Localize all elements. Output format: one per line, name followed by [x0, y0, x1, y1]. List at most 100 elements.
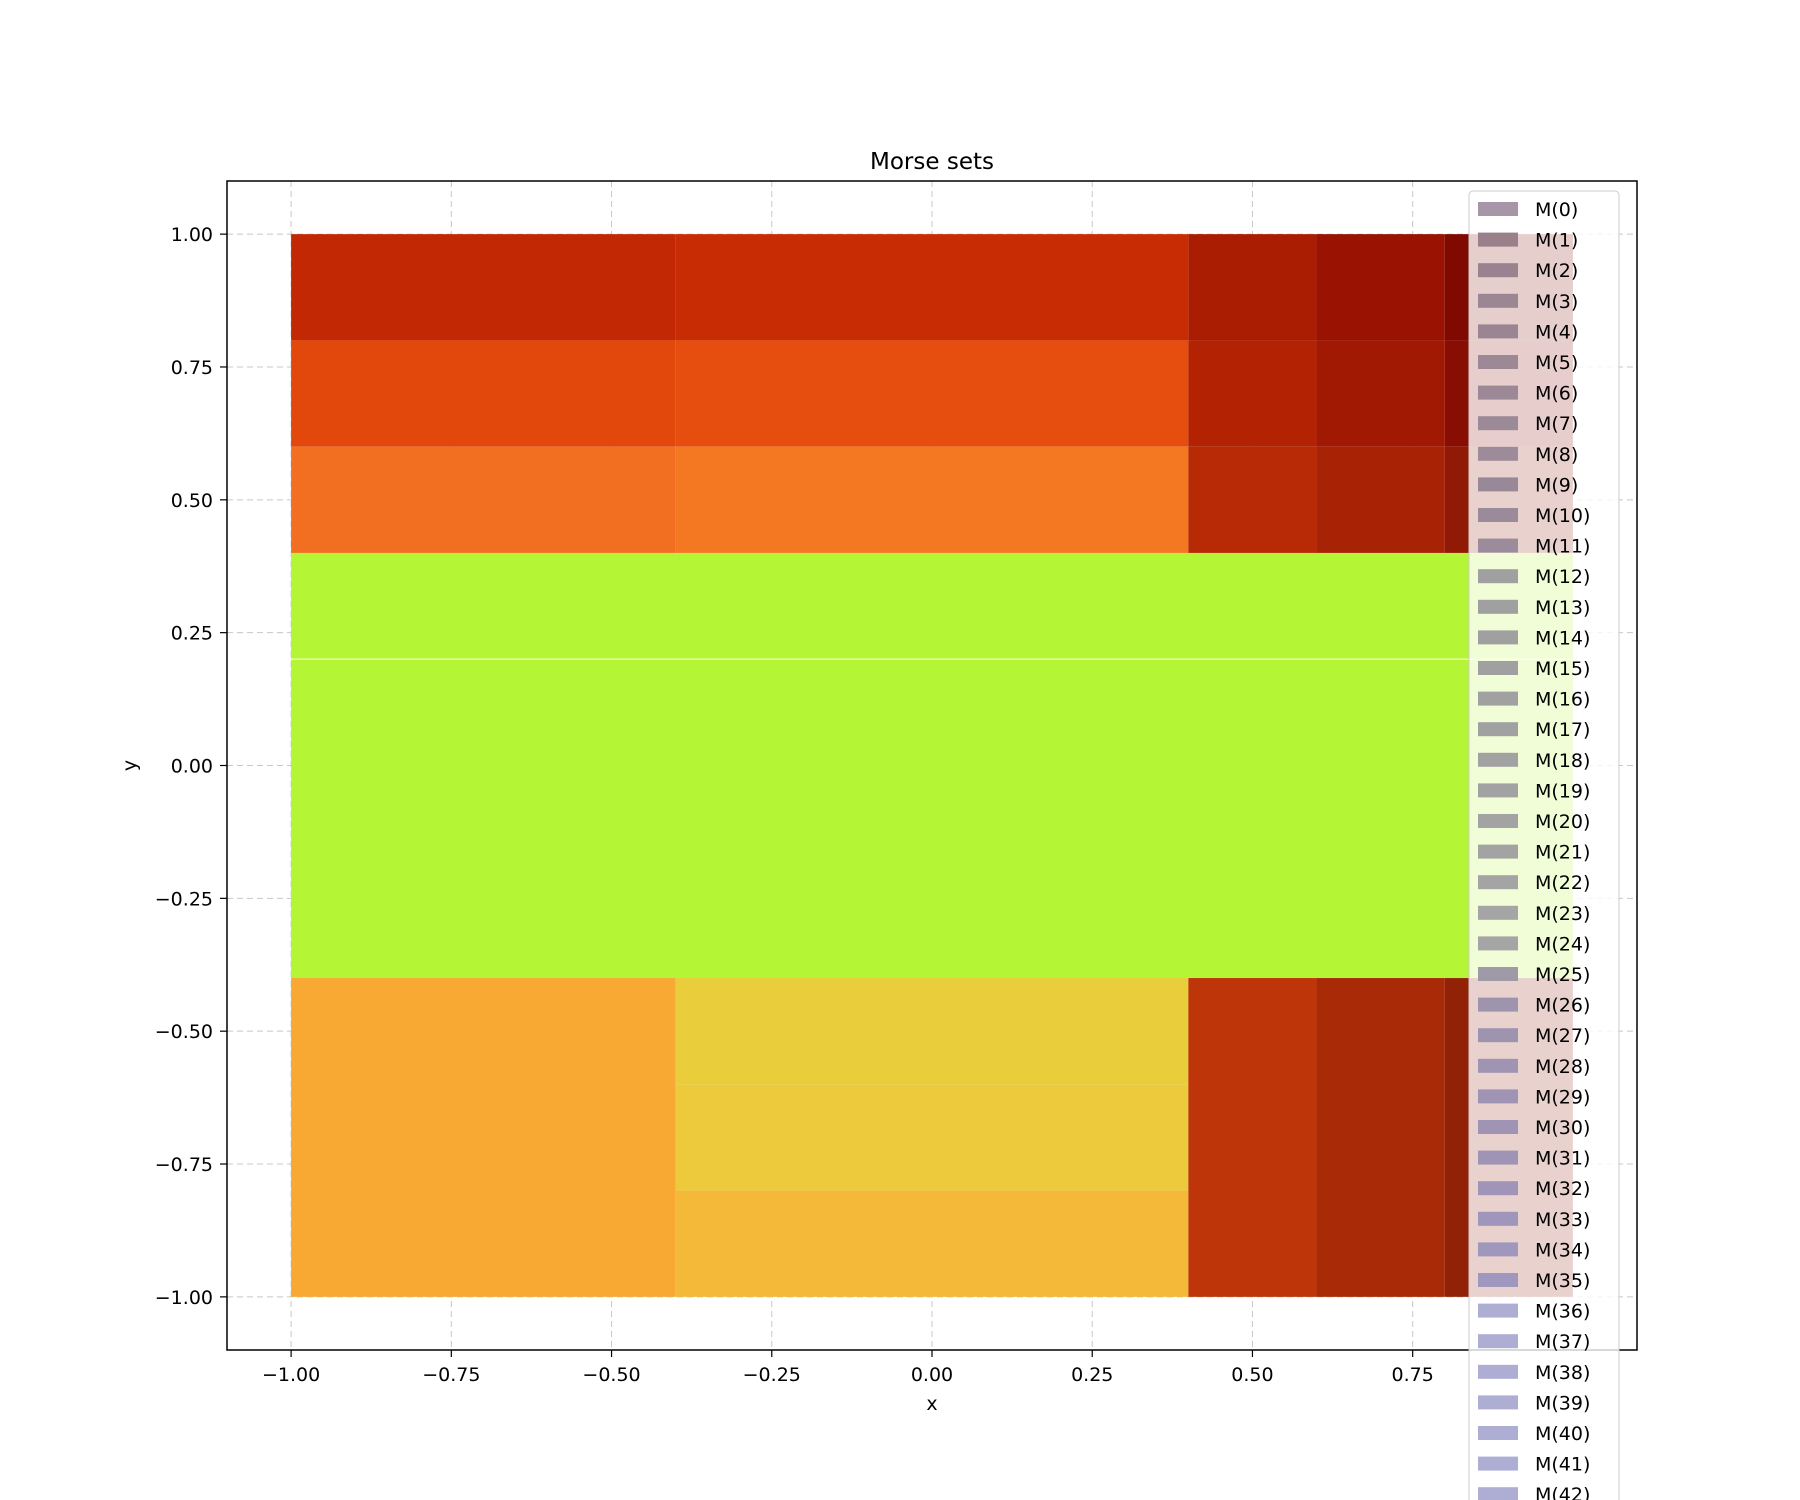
legend-label-2: M(2) — [1535, 260, 1578, 282]
legend-swatch-15 — [1478, 661, 1518, 675]
legend-label-9: M(9) — [1535, 474, 1578, 496]
morse-cell-1 — [675, 234, 1189, 341]
legend-label-33: M(33) — [1535, 1209, 1590, 1231]
legend-swatch-26 — [1478, 997, 1518, 1012]
morse-cell-7 — [1188, 340, 1317, 447]
legend-swatch-41 — [1478, 1456, 1518, 1471]
legend-swatch-30 — [1478, 1120, 1518, 1134]
legend-label-3: M(3) — [1535, 291, 1578, 313]
legend-label-8: M(8) — [1535, 444, 1578, 466]
y-tick-label-7: −0.75 — [155, 1154, 213, 1176]
legend-swatch-33 — [1478, 1211, 1518, 1226]
legend-label-10: M(10) — [1535, 505, 1590, 527]
legend-swatch-3 — [1478, 293, 1518, 308]
legend-swatch-28 — [1478, 1058, 1518, 1073]
legend-label-40: M(40) — [1535, 1423, 1590, 1445]
x-tick-label-3: −0.25 — [743, 1364, 801, 1386]
legend-swatch-39 — [1478, 1395, 1518, 1410]
morse-cell-8 — [1316, 340, 1445, 447]
legend-label-7: M(7) — [1535, 413, 1578, 435]
legend-swatch-17 — [1478, 722, 1518, 737]
legend-swatch-34 — [1478, 1242, 1518, 1257]
legend-swatch-24 — [1478, 936, 1518, 951]
legend-swatch-31 — [1478, 1150, 1518, 1165]
legend-label-6: M(6) — [1535, 383, 1578, 405]
legend-label-27: M(27) — [1535, 1025, 1590, 1047]
legend-label-5: M(5) — [1535, 352, 1578, 374]
morse-cell-3 — [1316, 234, 1445, 341]
x-axis-ticks: −1.00 −0.75 −0.50 −0.25 0.00 0.25 0.50 0.75 — [262, 1350, 1434, 1386]
y-axis-ticks: 1.00 0.75 0.50 0.25 0.00 −0.25 −0.50 −0.75 −1.00 — [155, 224, 227, 1309]
morse-cell-0 — [291, 234, 676, 341]
legend-swatch-16 — [1478, 691, 1518, 706]
legend-label-1: M(1) — [1535, 230, 1578, 252]
legend-label-36: M(36) — [1535, 1301, 1590, 1323]
legend-swatch-18 — [1478, 752, 1518, 767]
legend-label-13: M(13) — [1535, 597, 1590, 619]
legend-swatch-32 — [1478, 1181, 1518, 1196]
legend-swatch-9 — [1478, 477, 1518, 492]
legend-swatch-19 — [1478, 783, 1518, 798]
legend-label-11: M(11) — [1535, 536, 1590, 558]
legend-swatch-20 — [1478, 814, 1518, 828]
legend-label-34: M(34) — [1535, 1239, 1590, 1261]
legend-swatch-0 — [1478, 202, 1518, 216]
legend-label-38: M(38) — [1535, 1362, 1590, 1384]
morse-cell-21 — [1188, 978, 1317, 1297]
legend-label-17: M(17) — [1535, 719, 1590, 741]
legend-swatch-37 — [1478, 1334, 1518, 1349]
morse-cell-12 — [1188, 446, 1317, 553]
morse-cell-6 — [675, 340, 1189, 447]
x-tick-label-1: −0.75 — [422, 1364, 480, 1386]
morse-cell-10 — [291, 446, 676, 553]
legend-swatch-40 — [1478, 1426, 1518, 1440]
legend-label-39: M(39) — [1535, 1392, 1590, 1414]
legend-swatch-13 — [1478, 599, 1518, 614]
y-tick-label-3: 0.25 — [171, 623, 213, 645]
legend-swatch-21 — [1478, 844, 1518, 859]
legend-swatch-4 — [1478, 324, 1518, 339]
morse-cell-16 — [291, 659, 1573, 979]
legend-label-14: M(14) — [1535, 627, 1590, 649]
y-tick-label-2: 0.50 — [171, 490, 213, 512]
legend-label-4: M(4) — [1535, 321, 1578, 343]
x-tick-label-2: −0.50 — [582, 1364, 640, 1386]
legend-label-20: M(20) — [1535, 811, 1590, 833]
legend-swatch-5 — [1478, 355, 1518, 369]
x-axis-label: x — [926, 1393, 937, 1415]
legend-label-23: M(23) — [1535, 903, 1590, 925]
legend-swatch-10 — [1478, 508, 1518, 522]
morse-cell-15 — [291, 552, 1573, 660]
legend-label-42: M(42) — [1535, 1484, 1590, 1500]
legend-label-32: M(32) — [1535, 1178, 1590, 1200]
legend-swatch-12 — [1478, 569, 1518, 584]
x-tick-label-7: 0.75 — [1392, 1364, 1434, 1386]
legend-swatch-22 — [1478, 875, 1518, 890]
y-tick-label-8: −1.00 — [155, 1287, 213, 1309]
y-tick-label-5: −0.25 — [155, 888, 213, 910]
legend-label-26: M(26) — [1535, 995, 1590, 1017]
legend-swatch-25 — [1478, 967, 1518, 981]
x-tick-label-6: 0.50 — [1231, 1364, 1273, 1386]
x-tick-label-5: 0.25 — [1071, 1364, 1113, 1386]
morse-cell-19 — [675, 1084, 1189, 1191]
legend-swatch-7 — [1478, 416, 1518, 431]
legend-label-24: M(24) — [1535, 933, 1590, 955]
legend-label-16: M(16) — [1535, 689, 1590, 711]
legend-label-37: M(37) — [1535, 1331, 1590, 1353]
legend-swatch-6 — [1478, 385, 1518, 400]
legend-label-0: M(0) — [1535, 199, 1578, 221]
morse-cell-20 — [675, 1190, 1189, 1297]
y-tick-label-6: −0.50 — [155, 1021, 213, 1043]
legend: M(0) M(1) M(2) M(3) M(4) M(5) M(6) M(7) M(8) M(9)… — [1468, 190, 1620, 1500]
legend-label-12: M(12) — [1535, 566, 1590, 588]
morse-cell-13 — [1316, 446, 1445, 553]
morse-cell-5 — [291, 340, 676, 447]
morse-cell-22 — [1316, 978, 1445, 1297]
y-axis-label: y — [119, 760, 141, 771]
legend-swatch-27 — [1478, 1028, 1518, 1043]
legend-label-22: M(22) — [1535, 872, 1590, 894]
legend-label-28: M(28) — [1535, 1056, 1590, 1078]
legend-label-15: M(15) — [1535, 658, 1590, 680]
